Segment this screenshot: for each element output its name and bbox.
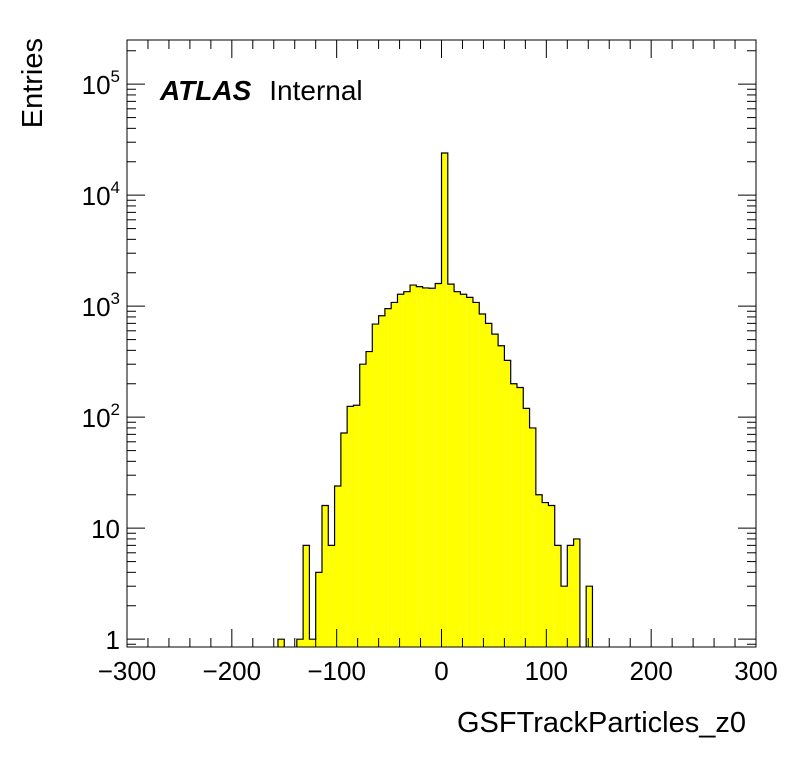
x-tick-label: −300 <box>98 656 157 686</box>
histogram-bar <box>586 586 593 647</box>
histogram-bar <box>340 433 348 647</box>
y-tick-label: 103 <box>82 289 120 322</box>
histogram-bar <box>410 285 417 647</box>
histogram-bar <box>472 302 480 647</box>
experiment-label: ATLAS Internal <box>159 75 363 106</box>
y-tick-labels: 1 10 102 103 104 105 <box>82 67 120 655</box>
histogram-bars <box>277 152 593 648</box>
y-tick-label: 104 <box>82 178 120 211</box>
histogram-bar <box>391 302 398 647</box>
histogram-bar <box>384 308 392 647</box>
y-axis-label: Entries <box>17 38 49 128</box>
y-tick-label: 102 <box>82 400 120 433</box>
histogram-bar <box>416 286 423 647</box>
histogram-bar <box>523 408 530 647</box>
x-tick-labels: −300 −200 −100 0 100 200 300 <box>98 656 778 686</box>
histogram-bar <box>334 485 341 647</box>
histogram-bar <box>303 545 310 647</box>
histogram-bar <box>277 639 285 647</box>
histogram-bar <box>372 324 379 647</box>
histogram-bar <box>561 586 568 647</box>
histogram-bar <box>428 288 436 647</box>
histogram-bar <box>397 294 404 647</box>
x-tick-label: −100 <box>307 656 366 686</box>
histogram-bar <box>353 405 360 647</box>
histogram-bar <box>485 323 492 647</box>
x-tick-label: 100 <box>525 656 568 686</box>
histogram-bar <box>504 360 511 647</box>
histogram-bar <box>378 315 385 647</box>
y-tick-label: 1 <box>106 625 120 655</box>
histogram-bar <box>479 314 486 647</box>
histogram-bar <box>296 639 304 647</box>
histogram-bar <box>567 545 574 647</box>
histogram-bar <box>447 284 455 647</box>
histogram-bar <box>554 545 562 647</box>
atlas-label: ATLAS <box>159 75 252 106</box>
histogram-bar <box>403 291 411 647</box>
histogram-bar <box>366 351 373 647</box>
x-axis-label: GSFTrackParticles_z0 <box>457 707 746 739</box>
histogram-bar <box>516 387 524 647</box>
x-tick-label: 200 <box>629 656 672 686</box>
histogram-outline <box>277 152 594 647</box>
histogram-bar <box>422 287 429 647</box>
x-tick-label: 300 <box>734 656 777 686</box>
histogram-bar <box>466 297 473 647</box>
histogram-bar <box>435 283 442 647</box>
internal-label: Internal <box>269 75 362 106</box>
histogram-bar <box>454 291 461 647</box>
histogram-bar <box>347 406 354 647</box>
histogram-bar <box>491 334 499 647</box>
histogram-bar <box>359 364 367 647</box>
histogram-bar <box>328 545 335 647</box>
histogram-bar <box>315 572 322 647</box>
histogram-bar <box>441 152 448 648</box>
x-tick-label: −200 <box>203 656 262 686</box>
plot-frame <box>126 39 757 648</box>
histogram-bar <box>309 639 316 647</box>
x-tick-label: 0 <box>434 656 448 686</box>
histogram-bar <box>529 427 536 647</box>
histogram-bar <box>510 383 517 647</box>
histogram-bar <box>548 505 555 647</box>
histogram-bar <box>542 502 549 647</box>
y-tick-label: 10 <box>91 514 120 544</box>
histogram-bar <box>321 505 329 647</box>
histogram-bar <box>535 494 543 647</box>
histogram-bar <box>460 294 467 647</box>
histogram-bar <box>498 345 505 647</box>
y-tick-label: 105 <box>82 67 120 100</box>
histogram-bar <box>573 538 580 647</box>
